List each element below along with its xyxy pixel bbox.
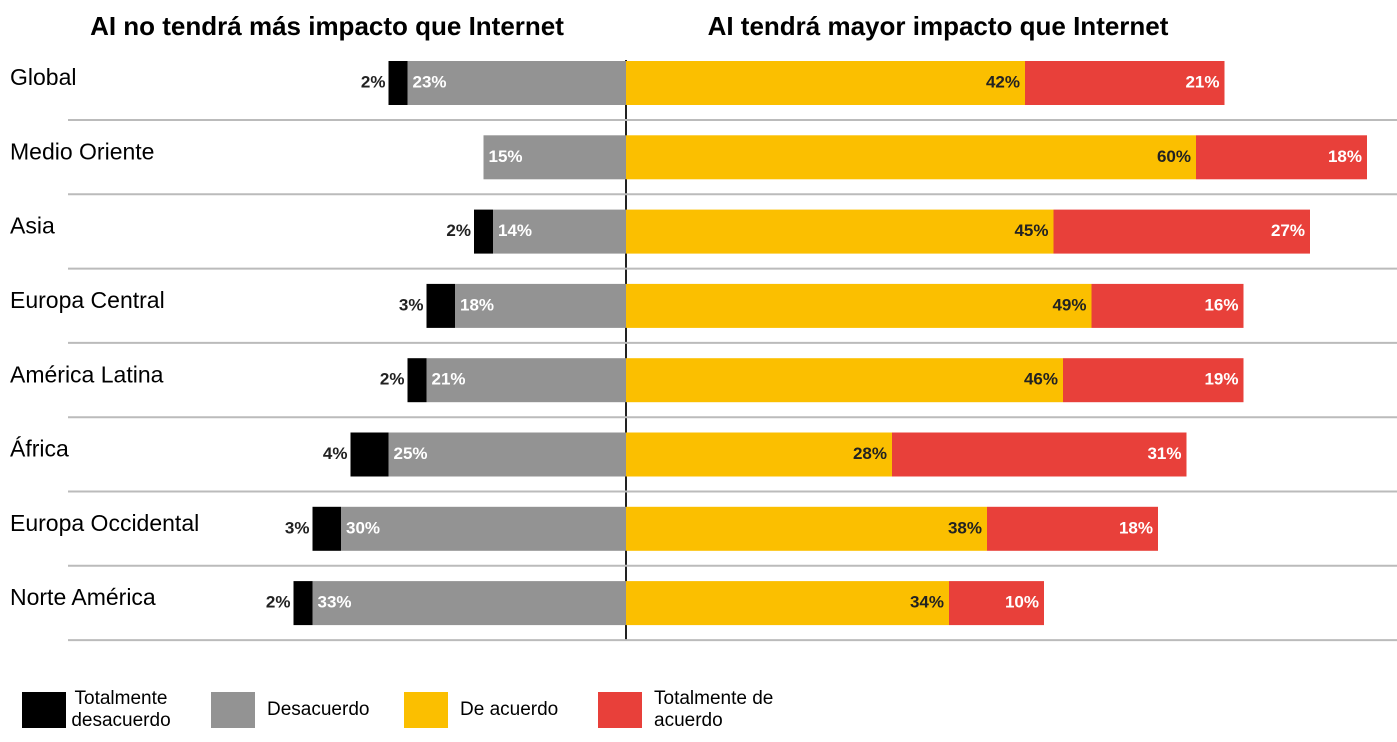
bar-segment bbox=[426, 283, 455, 328]
bar-segment bbox=[626, 135, 1196, 180]
value-label: 45% bbox=[1014, 221, 1048, 240]
value-label: 19% bbox=[1204, 370, 1238, 389]
bar-segment bbox=[1053, 209, 1310, 254]
legend-label: De acuerdo bbox=[460, 699, 559, 720]
category-label: América Latina bbox=[10, 361, 164, 387]
bar-segment bbox=[426, 358, 626, 403]
value-label: 25% bbox=[394, 444, 428, 463]
value-label: 16% bbox=[1204, 295, 1238, 314]
category-label: Asia bbox=[10, 213, 55, 239]
value-label: 18% bbox=[1328, 147, 1362, 166]
value-label: 4% bbox=[323, 444, 348, 463]
bar-segment bbox=[493, 209, 626, 254]
bar-segment bbox=[949, 581, 1044, 626]
bar-segment bbox=[1025, 61, 1225, 105]
value-label: 42% bbox=[986, 72, 1020, 91]
value-label: 30% bbox=[346, 518, 380, 537]
value-label: 2% bbox=[446, 221, 471, 240]
legend-label: Totalmente de acuerdo bbox=[654, 688, 774, 731]
value-label: 31% bbox=[1147, 444, 1181, 463]
value-label: 33% bbox=[318, 593, 352, 612]
value-label: 2% bbox=[266, 593, 291, 612]
bar-segment bbox=[892, 432, 1187, 477]
bar-segment bbox=[455, 283, 626, 328]
value-label: 3% bbox=[285, 518, 310, 537]
bar-segment bbox=[626, 432, 892, 477]
right-title: AI tendrá mayor impacto que Internet bbox=[708, 11, 1169, 41]
legend-label: Desacuerdo bbox=[267, 699, 370, 720]
bar-segment bbox=[312, 506, 341, 551]
legend-swatch bbox=[404, 692, 448, 728]
value-label: 60% bbox=[1157, 147, 1191, 166]
bar-segment bbox=[626, 209, 1054, 254]
bar-segment bbox=[626, 506, 987, 551]
bar-segment bbox=[626, 283, 1092, 328]
value-label: 21% bbox=[432, 370, 466, 389]
bar-segment bbox=[312, 581, 626, 626]
bar-segment bbox=[626, 61, 1025, 105]
bar-segment bbox=[350, 432, 389, 477]
value-label: 23% bbox=[413, 72, 447, 91]
bar-segment bbox=[293, 581, 313, 626]
value-label: 18% bbox=[1119, 518, 1153, 537]
bar-segment bbox=[987, 506, 1158, 551]
category-label: Norte América bbox=[10, 584, 156, 610]
category-label: África bbox=[10, 436, 69, 462]
value-label: 38% bbox=[948, 518, 982, 537]
bar-segment bbox=[341, 506, 626, 551]
value-label: 2% bbox=[361, 72, 386, 91]
bar-segment bbox=[1091, 283, 1244, 328]
legend-swatch bbox=[22, 692, 66, 728]
value-label: 27% bbox=[1271, 221, 1305, 240]
category-label: Europa Occidental bbox=[10, 510, 199, 536]
value-label: 14% bbox=[498, 221, 532, 240]
bar-segment bbox=[407, 358, 427, 403]
value-label: 21% bbox=[1185, 72, 1219, 91]
bar-segment bbox=[1196, 135, 1367, 180]
legend-label: Totalmente desacuerdo bbox=[71, 688, 171, 731]
left-title: AI no tendrá más impacto que Internet bbox=[90, 11, 564, 41]
bar-segment bbox=[626, 358, 1063, 403]
value-label: 46% bbox=[1024, 370, 1058, 389]
value-label: 3% bbox=[399, 295, 424, 314]
bar-segment bbox=[388, 432, 626, 477]
bar-segment bbox=[626, 581, 949, 626]
value-label: 49% bbox=[1052, 295, 1086, 314]
bar-segment bbox=[388, 61, 408, 105]
value-label: 28% bbox=[853, 444, 887, 463]
value-label: 34% bbox=[910, 593, 944, 612]
legend-swatch bbox=[211, 692, 255, 728]
category-label: Europa Central bbox=[10, 287, 165, 313]
category-label: Medio Oriente bbox=[10, 138, 154, 164]
value-label: 10% bbox=[1005, 593, 1039, 612]
bar-segment bbox=[1063, 358, 1244, 403]
bar-segment bbox=[407, 61, 626, 105]
bar-segment bbox=[483, 135, 626, 180]
value-label: 18% bbox=[460, 295, 494, 314]
category-label: Global bbox=[10, 64, 76, 90]
value-label: 2% bbox=[380, 370, 405, 389]
bar-segment bbox=[474, 209, 493, 254]
legend-swatch bbox=[598, 692, 642, 728]
value-label: 15% bbox=[489, 147, 523, 166]
